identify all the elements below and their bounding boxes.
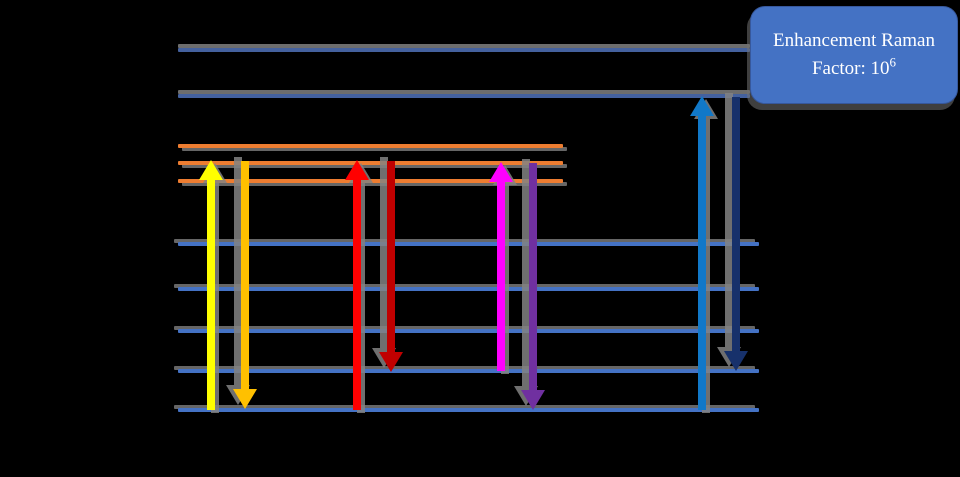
scatter-arrow-gold xyxy=(233,161,257,409)
excitation-arrow-azure-head xyxy=(690,96,714,116)
excitation-arrow-magenta-head xyxy=(489,162,513,182)
ground-level xyxy=(178,408,759,412)
virtual-level-3 xyxy=(178,179,563,183)
scatter-arrow-dark-red xyxy=(379,161,403,372)
virtual-level-2 xyxy=(178,161,563,165)
excitation-arrow-magenta xyxy=(489,162,513,371)
scatter-arrow-navy xyxy=(724,97,748,371)
vibrational-level-4 xyxy=(178,369,759,373)
electronic-level-upper-1 xyxy=(178,48,750,52)
scatter-arrow-dark-red-head xyxy=(379,352,403,372)
excitation-arrow-red-shaft xyxy=(353,177,361,410)
excitation-arrow-yellow xyxy=(199,160,223,410)
excitation-arrow-red xyxy=(345,160,369,410)
vibrational-level-1 xyxy=(178,242,759,246)
excitation-arrow-magenta-shaft xyxy=(497,179,505,371)
callout-line2: Factor: 106 xyxy=(811,54,897,79)
callout-line1: Enhancement Raman xyxy=(773,29,935,51)
excitation-arrow-yellow-head xyxy=(199,160,223,180)
scatter-arrow-navy-shaft xyxy=(732,97,740,354)
scatter-arrow-dark-red-shaft xyxy=(387,161,395,355)
excitation-arrow-yellow-shaft xyxy=(207,177,215,410)
vibrational-level-2 xyxy=(178,287,759,291)
scatter-arrow-gold-head xyxy=(233,389,257,409)
electronic-level-upper-2 xyxy=(178,94,750,98)
excitation-arrow-azure-shaft xyxy=(698,113,706,410)
virtual-level-1 xyxy=(178,144,563,148)
excitation-arrow-azure xyxy=(690,96,714,410)
scatter-arrow-purple-shaft xyxy=(529,163,537,393)
enhancement-factor-callout: Enhancement Raman Factor: 106 xyxy=(750,6,958,104)
scatter-arrow-purple xyxy=(521,163,545,410)
scatter-arrow-gold-shaft xyxy=(241,161,249,392)
scatter-arrow-purple-head xyxy=(521,390,545,410)
vibrational-level-3 xyxy=(178,329,759,333)
exponent: 6 xyxy=(889,54,897,70)
excitation-arrow-red-head xyxy=(345,160,369,180)
scatter-arrow-navy-head xyxy=(724,351,748,371)
